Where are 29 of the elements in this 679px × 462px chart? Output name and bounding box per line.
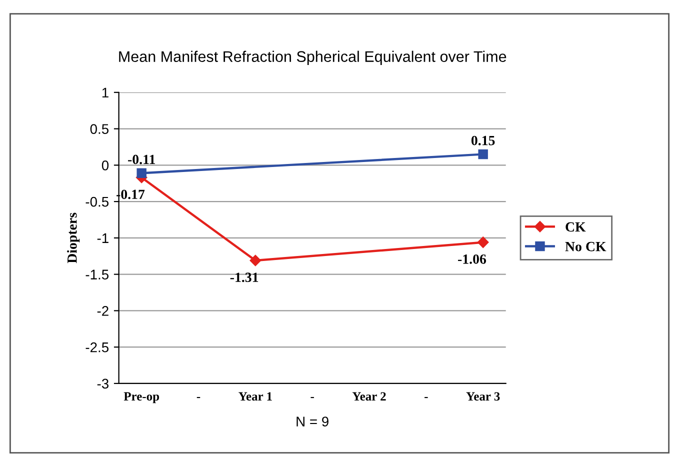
legend-label: CK [566,222,586,232]
x-tick-label: Year 2 [352,392,386,401]
chart-title: Mean Manifest Refraction Spherical Equivalent over Time [119,50,506,66]
data-label: -1.06 [458,254,486,264]
x-tick-label: - [310,396,314,398]
x-tick-label: Year 1 [238,392,272,401]
data-label: -1.31 [230,272,258,282]
y-tick-label: 0 [102,160,109,170]
y-tick-label: 1 [102,88,108,98]
y-tick-label: -2 [97,306,108,316]
y-tick-label: -0.5 [86,196,109,207]
x-tick-label: Pre-op [124,392,160,404]
point [477,236,489,248]
point [250,254,262,266]
data-label: -0.11 [128,154,155,164]
data-label: 0.15 [471,136,495,146]
y-axis-title: Diopters [67,212,80,264]
y-tick-label: -1.5 [86,270,109,280]
y-tick-label: 0.5 [90,124,109,134]
y-tick-label: -3 [97,378,108,389]
y-tick-label: -1 [97,233,108,243]
x-tick-label: - [196,396,200,398]
point [478,149,488,160]
x-tick-label: Year 3 [466,392,500,401]
point [136,168,146,178]
text: N = 9 [296,416,328,426]
legend-label: No CK [565,242,606,252]
y-tick-label: -2.5 [86,342,109,352]
x-tick-label: - [424,396,428,398]
